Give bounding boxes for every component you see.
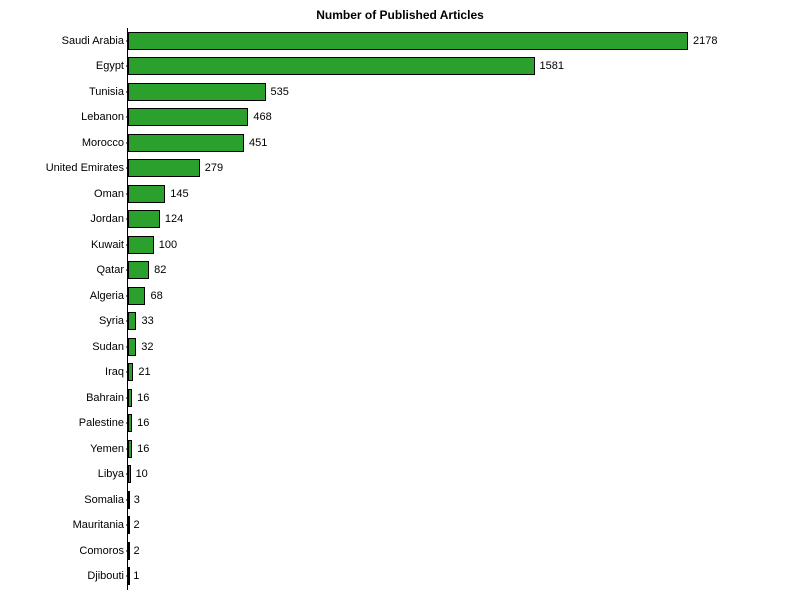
chart-row: Saudi Arabia 2178 (0, 28, 800, 54)
category-label: Lebanon (4, 111, 124, 123)
value-label: 1 (133, 570, 139, 582)
chart-row: Algeria 68 (0, 283, 800, 309)
category-label: Somalia (4, 494, 124, 506)
bar (128, 83, 266, 101)
chart-row: Qatar 82 (0, 258, 800, 284)
chart-row: Kuwait 100 (0, 232, 800, 258)
chart-row: Bahrain 16 (0, 385, 800, 411)
value-label: 124 (165, 213, 183, 225)
bar (128, 32, 688, 50)
category-label: Jordan (4, 213, 124, 225)
chart-row: Sudan 32 (0, 334, 800, 360)
bar (128, 491, 130, 509)
category-label: Palestine (4, 417, 124, 429)
value-label: 145 (170, 188, 188, 200)
chart-row: Oman 145 (0, 181, 800, 207)
chart-row: Palestine 16 (0, 411, 800, 437)
category-label: Morocco (4, 137, 124, 149)
category-label: Comoros (4, 545, 124, 557)
category-label: Egypt (4, 60, 124, 72)
chart-row: United Emirates 279 (0, 156, 800, 182)
category-label: Iraq (4, 366, 124, 378)
category-label: Algeria (4, 290, 124, 302)
value-label: 468 (253, 111, 271, 123)
bar (128, 440, 132, 458)
value-label: 33 (141, 315, 153, 327)
chart-row: Mauritania 2 (0, 513, 800, 539)
chart-row: Djibouti 1 (0, 564, 800, 590)
value-label: 100 (159, 239, 177, 251)
bar (128, 516, 130, 534)
value-label: 535 (271, 86, 289, 98)
category-label: Saudi Arabia (4, 35, 124, 47)
value-label: 2 (134, 519, 140, 531)
chart-container: Number of Published Articles Saudi Arabi… (0, 0, 800, 600)
bar (128, 363, 133, 381)
chart-row: Somalia 3 (0, 487, 800, 513)
bar (128, 312, 136, 330)
value-label: 3 (134, 494, 140, 506)
category-label: Oman (4, 188, 124, 200)
bar (128, 159, 200, 177)
bar (128, 134, 244, 152)
bar (128, 389, 132, 407)
category-label: Yemen (4, 443, 124, 455)
value-label: 16 (137, 443, 149, 455)
bar (128, 338, 136, 356)
value-label: 451 (249, 137, 267, 149)
value-label: 32 (141, 341, 153, 353)
chart-row: Jordan 124 (0, 207, 800, 233)
bar (128, 57, 535, 75)
value-label: 1581 (540, 60, 564, 72)
value-label: 21 (138, 366, 150, 378)
bar (128, 261, 149, 279)
category-label: United Emirates (4, 162, 124, 174)
bar (128, 236, 154, 254)
category-label: Syria (4, 315, 124, 327)
chart-title: Number of Published Articles (0, 8, 800, 22)
value-label: 2178 (693, 35, 717, 47)
chart-row: Egypt 1581 (0, 54, 800, 80)
bar (128, 567, 130, 585)
value-label: 82 (154, 264, 166, 276)
category-label: Sudan (4, 341, 124, 353)
chart-row: Morocco 451 (0, 130, 800, 156)
category-label: Mauritania (4, 519, 124, 531)
bar (128, 210, 160, 228)
category-label: Tunisia (4, 86, 124, 98)
category-label: Libya (4, 468, 124, 480)
value-label: 2 (134, 545, 140, 557)
bar (128, 542, 130, 560)
chart-row: Tunisia 535 (0, 79, 800, 105)
bar (128, 287, 145, 305)
category-label: Qatar (4, 264, 124, 276)
chart-row: Comoros 2 (0, 538, 800, 564)
value-label: 16 (137, 417, 149, 429)
bar (128, 465, 131, 483)
chart-row: Libya 10 (0, 462, 800, 488)
chart-row: Syria 33 (0, 309, 800, 335)
chart-row: Lebanon 468 (0, 105, 800, 131)
value-label: 68 (150, 290, 162, 302)
category-label: Kuwait (4, 239, 124, 251)
category-label: Bahrain (4, 392, 124, 404)
chart-row: Iraq 21 (0, 360, 800, 386)
bar (128, 108, 248, 126)
category-label: Djibouti (4, 570, 124, 582)
bar (128, 185, 165, 203)
bar (128, 414, 132, 432)
chart-row: Yemen 16 (0, 436, 800, 462)
value-label: 279 (205, 162, 223, 174)
value-label: 10 (136, 468, 148, 480)
value-label: 16 (137, 392, 149, 404)
